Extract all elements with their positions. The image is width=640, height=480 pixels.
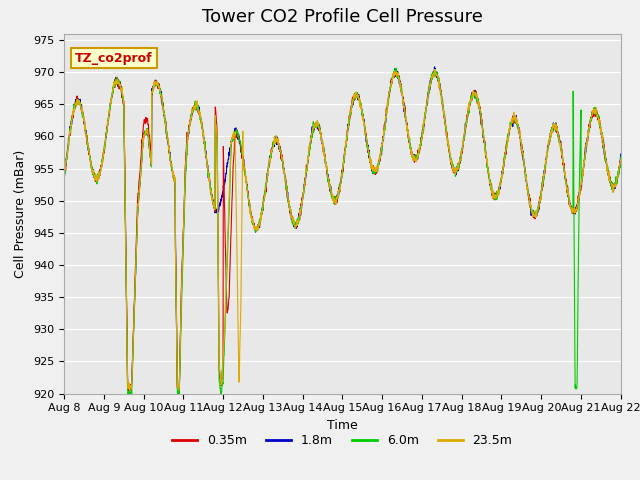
1.8m: [499, 170, 507, 176]
1.8m: [431, 64, 438, 70]
6.0m: [617, 155, 625, 160]
Text: TZ_co2prof: TZ_co2prof: [75, 51, 153, 65]
1.8m: [602, 153, 609, 158]
6.0m: [499, 168, 507, 173]
23.5m: [499, 169, 507, 175]
23.5m: [316, 128, 324, 133]
6.0m: [602, 158, 609, 164]
Line: 6.0m: 6.0m: [64, 68, 621, 397]
0.35m: [602, 156, 609, 162]
6.0m: [60, 176, 68, 181]
0.35m: [601, 152, 609, 157]
23.5m: [88, 168, 96, 174]
1.8m: [125, 389, 132, 395]
0.35m: [60, 176, 68, 182]
23.5m: [60, 173, 68, 179]
1.8m: [316, 129, 324, 135]
Title: Tower CO2 Profile Cell Pressure: Tower CO2 Profile Cell Pressure: [202, 9, 483, 26]
0.35m: [331, 202, 339, 207]
0.35m: [316, 126, 324, 132]
6.0m: [88, 169, 96, 175]
23.5m: [126, 388, 134, 394]
0.35m: [499, 167, 507, 173]
0.35m: [391, 66, 399, 72]
1.8m: [331, 195, 339, 201]
1.8m: [88, 169, 96, 175]
1.8m: [601, 155, 609, 160]
6.0m: [331, 194, 339, 200]
23.5m: [331, 199, 339, 204]
23.5m: [617, 156, 625, 162]
0.35m: [175, 389, 183, 395]
1.8m: [60, 177, 68, 182]
Legend: 0.35m, 1.8m, 6.0m, 23.5m: 0.35m, 1.8m, 6.0m, 23.5m: [167, 429, 518, 452]
Line: 23.5m: 23.5m: [64, 70, 621, 391]
23.5m: [601, 151, 609, 157]
6.0m: [316, 131, 324, 137]
1.8m: [617, 151, 625, 157]
Line: 0.35m: 0.35m: [64, 69, 621, 392]
6.0m: [125, 395, 132, 400]
23.5m: [602, 154, 609, 160]
0.35m: [88, 165, 96, 170]
6.0m: [601, 153, 609, 158]
6.0m: [392, 65, 400, 71]
23.5m: [431, 67, 438, 72]
Line: 1.8m: 1.8m: [64, 67, 621, 392]
Y-axis label: Cell Pressure (mBar): Cell Pressure (mBar): [15, 149, 28, 278]
X-axis label: Time: Time: [327, 419, 358, 432]
0.35m: [617, 157, 625, 163]
